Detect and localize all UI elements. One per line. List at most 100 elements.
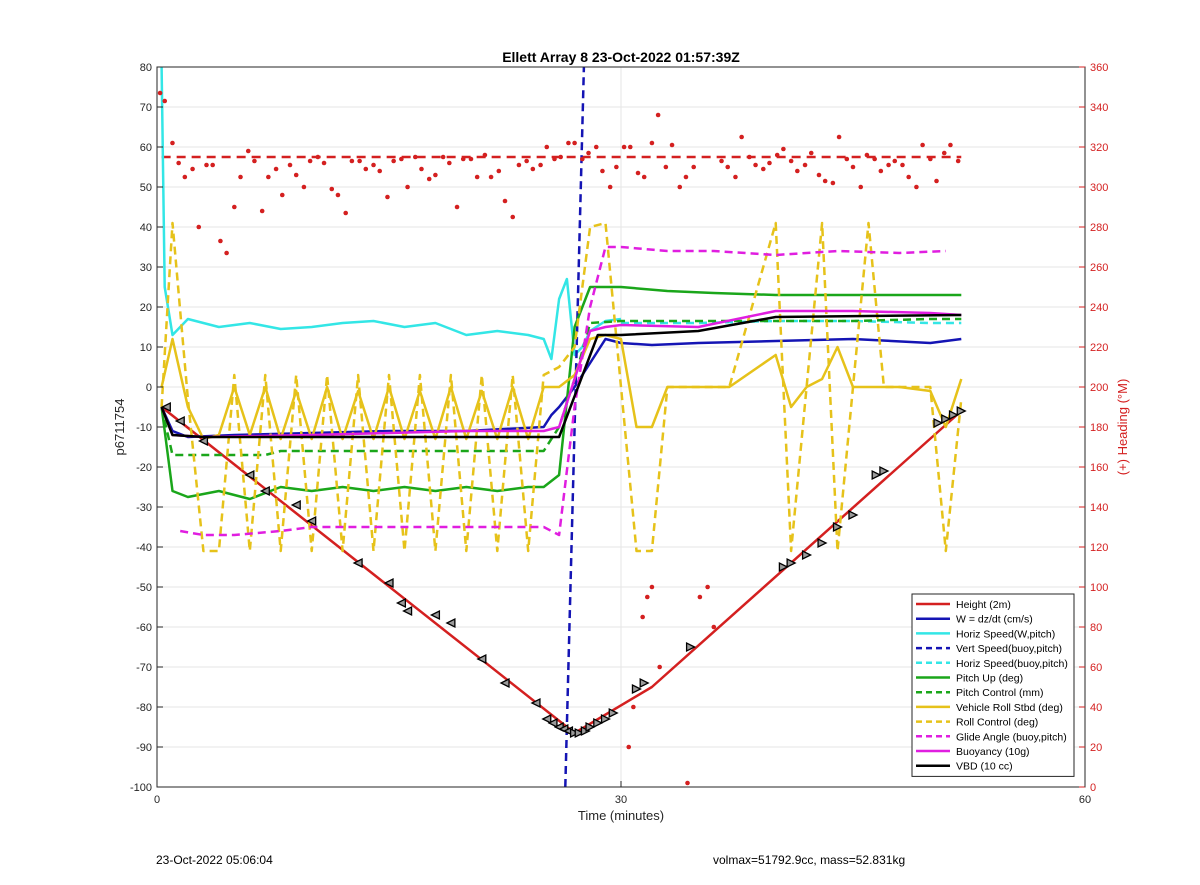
triangle-marker (933, 417, 944, 429)
legend-label: Roll Control (deg) (956, 717, 1038, 729)
heading-point (725, 164, 731, 170)
legend-label: Pitch Control (mm) (956, 687, 1044, 699)
triangle-marker (541, 713, 552, 725)
y2-tick-label: 180 (1090, 422, 1108, 434)
heading-point (644, 594, 650, 600)
y2-tick-label: 260 (1090, 262, 1108, 274)
heading-point (412, 154, 418, 160)
legend-label: Buoyancy (10g) (956, 746, 1030, 758)
y-axis-label: p6711754 (112, 399, 127, 456)
heading-point (287, 162, 293, 168)
heading-point (363, 166, 369, 172)
triangle-marker (871, 469, 882, 481)
heading-point (349, 158, 355, 164)
triangle-marker (948, 409, 959, 421)
heading-point (232, 204, 237, 210)
triangle-marker (197, 435, 209, 447)
y2-tick-label: 100 (1090, 582, 1108, 594)
heading-point (315, 154, 321, 160)
heading-point (685, 780, 690, 786)
triangle-marker (593, 717, 604, 729)
heading-point (293, 172, 299, 178)
heading-points (157, 90, 961, 786)
heading-point (259, 208, 265, 214)
heading-point (580, 156, 585, 162)
heading-point (371, 162, 376, 168)
triangle-marker (547, 717, 558, 729)
heading-point (941, 150, 947, 156)
heading-point (663, 164, 669, 170)
heading-point (802, 162, 808, 168)
heading-point (170, 140, 175, 146)
heading-point (544, 144, 550, 150)
triangle-marker (445, 617, 456, 629)
triangle-marker (290, 499, 301, 511)
heading-point (627, 144, 633, 150)
y-tick-label: -90 (136, 742, 152, 754)
heading-point (307, 158, 313, 164)
x-axis-ticks: 0 30 60 (154, 781, 1091, 806)
heading-point (788, 158, 794, 164)
heading-point (357, 158, 362, 164)
series-line-2 (160, 66, 622, 361)
legend-label: Horiz Speed(buoy,pitch) (956, 658, 1068, 670)
legend-label: Pitch Up (deg) (956, 673, 1023, 685)
legend: Height (2m) W = dz/dt (cm/s) Horiz Speed(W… (911, 593, 1075, 777)
heading-point (600, 168, 605, 174)
triangle-marker (160, 401, 171, 413)
legend-label: Glide Angle (buoy,pitch) (956, 731, 1067, 743)
heading-point (914, 184, 919, 190)
heading-point (273, 166, 279, 172)
triangle-marker (530, 697, 541, 709)
heading-point (496, 168, 502, 174)
heading-point (892, 158, 898, 164)
heading-point (955, 158, 961, 164)
heading-point (760, 166, 766, 172)
y-tick-label: 50 (140, 182, 152, 194)
triangle-marker (383, 577, 394, 589)
heading-point (816, 172, 822, 178)
heading-point (210, 162, 215, 168)
heading-point (906, 174, 911, 180)
heading-point (524, 158, 529, 164)
heading-point (607, 184, 613, 190)
heading-point (747, 154, 752, 160)
y-tick-label: -30 (136, 502, 152, 514)
legend-label: VBD (10 cc) (956, 761, 1013, 773)
heading-point (157, 90, 163, 96)
heading-point (266, 174, 271, 180)
x-axis-label: Time (minutes) (578, 808, 664, 823)
heading-point (538, 162, 543, 168)
heading-point (808, 150, 814, 156)
heading-point (767, 160, 772, 166)
heading-point (593, 144, 599, 150)
heading-point (641, 174, 647, 180)
heading-point (781, 146, 786, 152)
heading-point (844, 156, 850, 162)
heading-point (850, 164, 856, 170)
heading-point (454, 204, 460, 210)
triangle-marker (608, 707, 619, 719)
triangle-marker (832, 521, 843, 533)
heading-point (196, 224, 202, 230)
heading-point (733, 174, 738, 180)
y-tick-label: -80 (136, 702, 152, 714)
y-tick-label: 40 (140, 222, 152, 234)
series-line-11 (160, 313, 962, 439)
heading-point (711, 624, 717, 630)
heading-point (836, 134, 842, 140)
heading-point (649, 140, 655, 146)
heading-point (934, 178, 939, 184)
triangle-marker (685, 641, 697, 653)
triangle-marker (848, 509, 859, 521)
legend-label: Horiz Speed(W,pitch) (956, 628, 1055, 640)
heading-point (399, 156, 404, 162)
heading-point (468, 156, 474, 162)
heading-point (626, 744, 632, 750)
triangle-marker (244, 469, 255, 481)
triangle-marker (476, 653, 487, 665)
legend-label: W = dz/dt (cm/s) (956, 614, 1033, 626)
triangle-marker (801, 549, 813, 561)
heading-point (162, 98, 168, 104)
